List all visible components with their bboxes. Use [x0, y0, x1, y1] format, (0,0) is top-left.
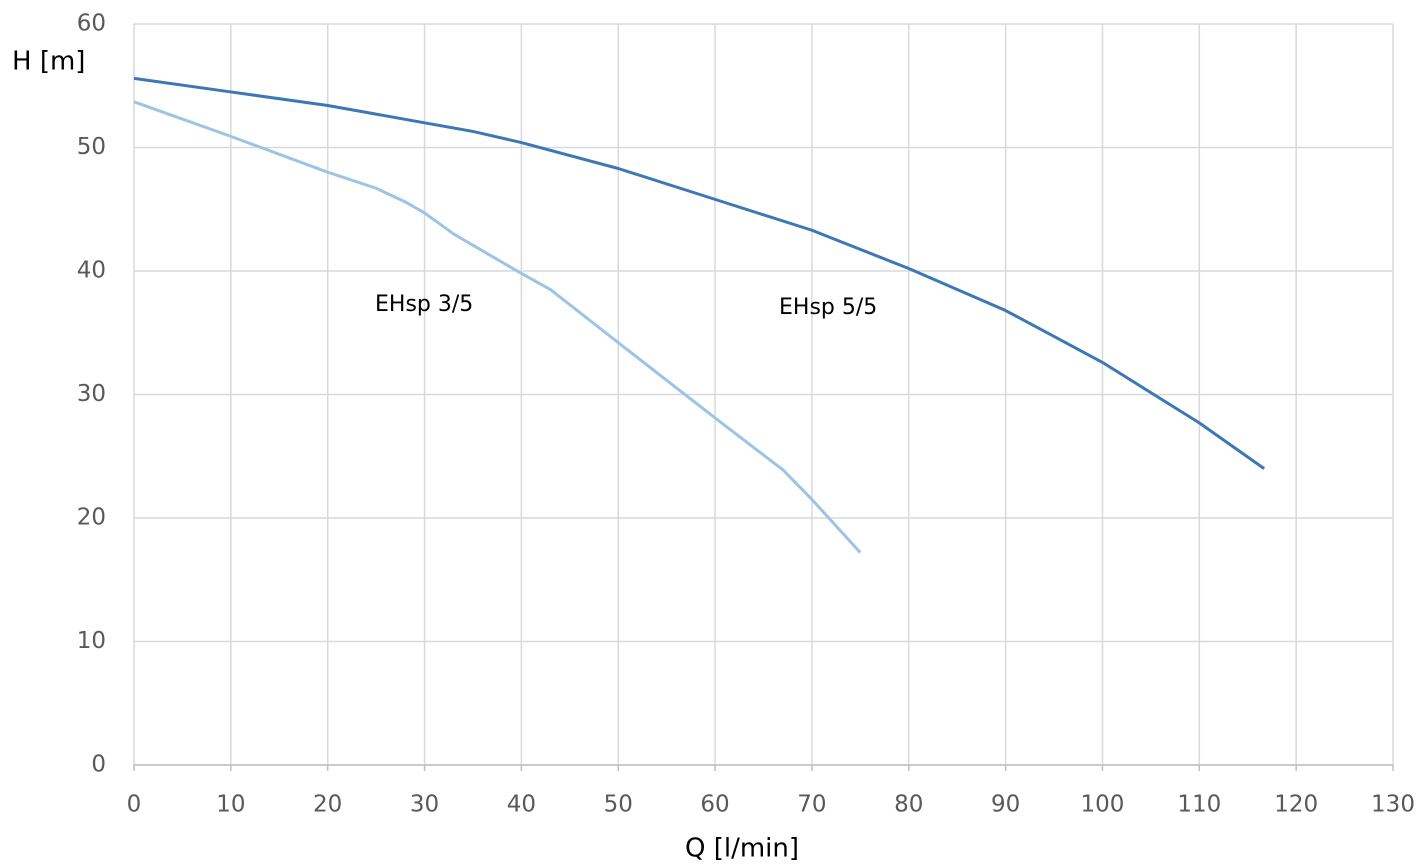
series-line — [133, 100, 862, 554]
y-axis-title: H [m] — [12, 47, 85, 77]
series-line — [133, 76, 1266, 470]
x-tick-label: 80 — [894, 792, 923, 818]
y-tick-label: 50 — [77, 134, 106, 160]
x-tick-label: 110 — [1177, 792, 1221, 818]
x-tick-label: 50 — [604, 792, 633, 818]
x-tick-label: 40 — [507, 792, 536, 818]
x-tick-label: 10 — [216, 792, 245, 818]
y-tick-label: 30 — [77, 381, 106, 407]
x-tick-label: 60 — [700, 792, 729, 818]
x-tick-label: 0 — [127, 792, 142, 818]
series-label: EHsp 5/5 — [779, 295, 877, 320]
x-tick-label: 130 — [1371, 792, 1415, 818]
x-axis-title: Q [l/min] — [685, 834, 799, 864]
series-label: EHsp 3/5 — [375, 292, 473, 317]
y-tick-label: 60 — [77, 11, 106, 37]
x-tick-label: 70 — [797, 792, 826, 818]
y-tick-label: 10 — [77, 628, 106, 654]
y-tick-label: 0 — [91, 752, 106, 778]
x-tick-label: 90 — [991, 792, 1020, 818]
x-tick-label: 30 — [410, 792, 439, 818]
x-tick-label: 100 — [1081, 792, 1125, 818]
x-tick-label: 20 — [313, 792, 342, 818]
y-tick-label: 40 — [77, 258, 106, 284]
x-tick-label: 120 — [1274, 792, 1318, 818]
y-tick-label: 20 — [77, 505, 106, 531]
